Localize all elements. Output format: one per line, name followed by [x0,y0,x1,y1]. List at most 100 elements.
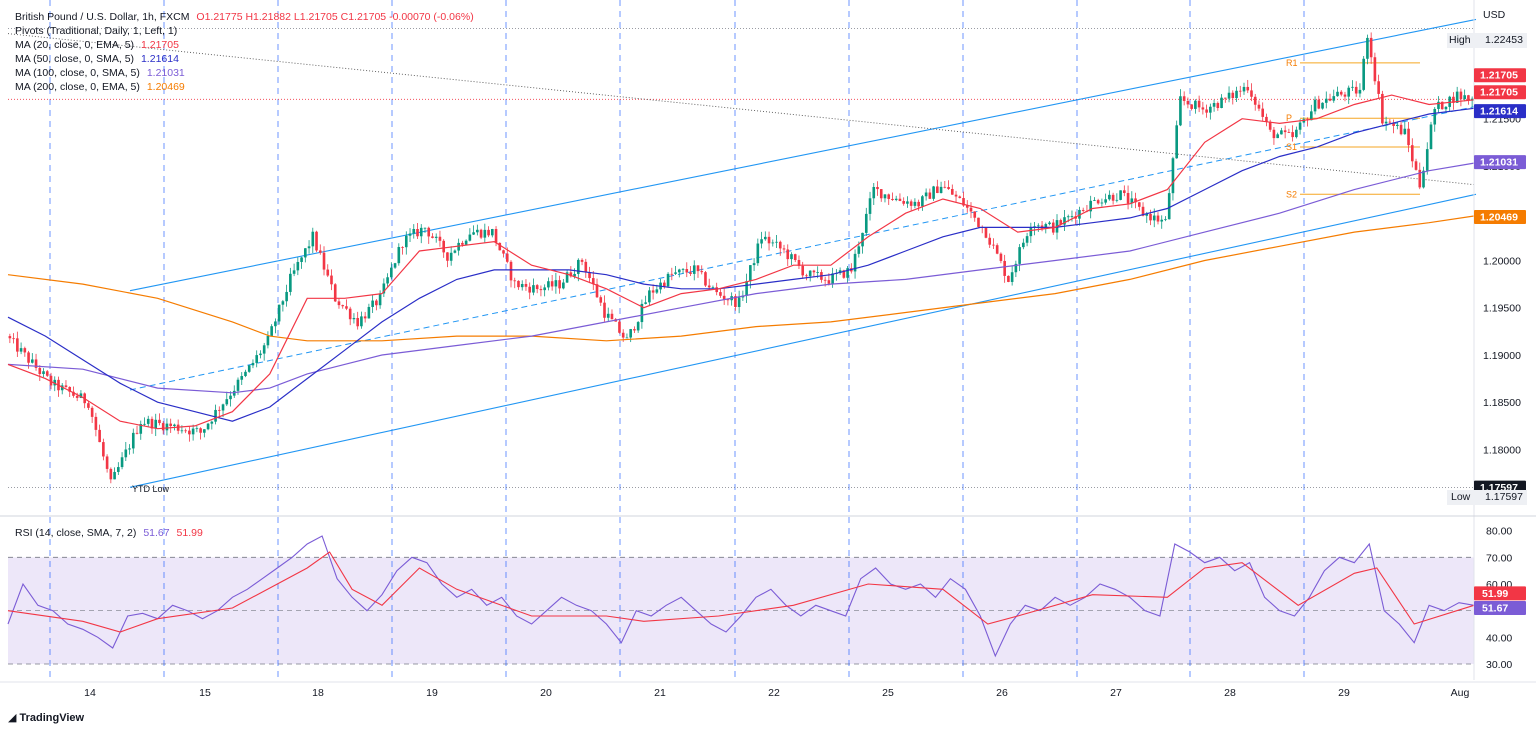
candle-body [1220,97,1223,109]
candle-body [139,424,143,434]
candle-body [1444,106,1448,110]
candle-body [1111,194,1115,201]
candle-body [715,287,719,293]
candle-body [356,317,359,327]
tradingview-logo[interactable]: ◢ TradingView [8,711,84,724]
candle-body [382,283,386,294]
candle-body [1287,132,1291,133]
candle-body [1414,161,1418,170]
candle-body [397,247,401,264]
candle-body [509,261,513,281]
candle-body [670,273,674,275]
candle-body [1392,122,1395,126]
price-badge [1474,155,1526,170]
candle-body [816,272,819,273]
price-badge-label: 1.21031 [1480,157,1518,169]
candle-body [573,273,576,277]
candle-body [79,393,83,398]
candle-body [1295,129,1298,138]
candle-body [1137,202,1141,207]
candle-body [610,313,614,320]
candle-body [808,270,812,277]
candle-body [1440,101,1444,110]
candle-body [1369,37,1373,58]
candle-body [756,243,760,264]
candle-body [1238,90,1242,92]
candle-body [1347,87,1351,97]
candle-body [887,194,891,199]
candle-body [1048,222,1051,225]
candle-body [375,300,378,306]
candle-body [53,379,57,386]
candle-body [244,371,247,377]
candle-body [502,250,505,254]
candle-body [423,227,427,229]
candle-body [1152,215,1156,221]
ma20-line [7,94,1475,430]
rsi-tick-label: 70.00 [1486,552,1512,564]
candle-body [498,242,502,251]
low-marker: Low 1.17597 [1447,490,1527,505]
candle-body [281,301,285,305]
candle-body [1037,225,1040,227]
candle-body [386,277,389,284]
legend-rsi[interactable]: RSI (14, close, SMA, 7, 2) 51.67 51.99 [15,526,203,541]
pivot-label: P [1286,113,1292,123]
candle-body [408,233,412,236]
legend-ma20[interactable]: MA (20, close, 0, EMA, 5) 1.21705 [15,38,179,53]
legend-ma100[interactable]: MA (100, close, 0, SMA, 5) 1.21031 [15,66,185,81]
candle-body [442,240,445,253]
candle-body [1149,213,1152,221]
candle-body [569,272,573,277]
candle-body [1156,215,1160,222]
candle-body [360,316,363,327]
candle-body [1396,124,1399,126]
candle-body [124,449,128,458]
candle-body [1291,132,1294,138]
candle-body [1407,128,1410,146]
candle-body [270,326,273,336]
candle-body [719,292,722,296]
low-value: 1.17597 [1485,491,1523,503]
time-tick-label: 18 [312,687,324,699]
candle-body [1261,108,1265,117]
candle-body [304,248,307,258]
time-tick-label: 14 [84,687,96,699]
candle-body [603,302,606,318]
candle-body [965,205,969,208]
candle-body [404,235,408,248]
candle-body [621,332,625,338]
candle-body [27,352,30,363]
candle-body [438,236,442,241]
rsi-signal-value: 51.99 [176,527,203,539]
candle-body [345,306,348,309]
candle-body [1298,122,1302,130]
candle-body [337,301,341,306]
candle-body [722,295,726,300]
candle-body [857,246,861,254]
ma20-value: 1.21705 [140,39,179,51]
candle-body [1366,37,1369,59]
candle-body [554,280,558,287]
candle-body [1362,58,1365,90]
ma100-line [7,162,1475,394]
candle-body [692,265,696,274]
branding-text: TradingView [19,712,85,724]
legend-pivots[interactable]: Pivots (Traditional, Daily, 1, Left, 1) [15,24,177,39]
candle-body [427,227,431,237]
candle-body [988,237,992,245]
candle-body [1377,81,1380,94]
candle-body [12,338,15,340]
candle-body [60,385,64,391]
candle-body [558,280,561,289]
candle-body [19,348,23,352]
candle-body [457,242,460,251]
legend-ma200[interactable]: MA (200, close, 0, EMA, 5) 1.20469 [15,80,185,95]
candle-body [1313,99,1317,112]
candle-body [1070,216,1074,217]
candle-body [939,186,943,194]
candle-body [917,201,920,207]
legend-ma50[interactable]: MA (50, close, 0, SMA, 5) 1.21614 [15,52,179,67]
ma200-line [7,215,1475,342]
